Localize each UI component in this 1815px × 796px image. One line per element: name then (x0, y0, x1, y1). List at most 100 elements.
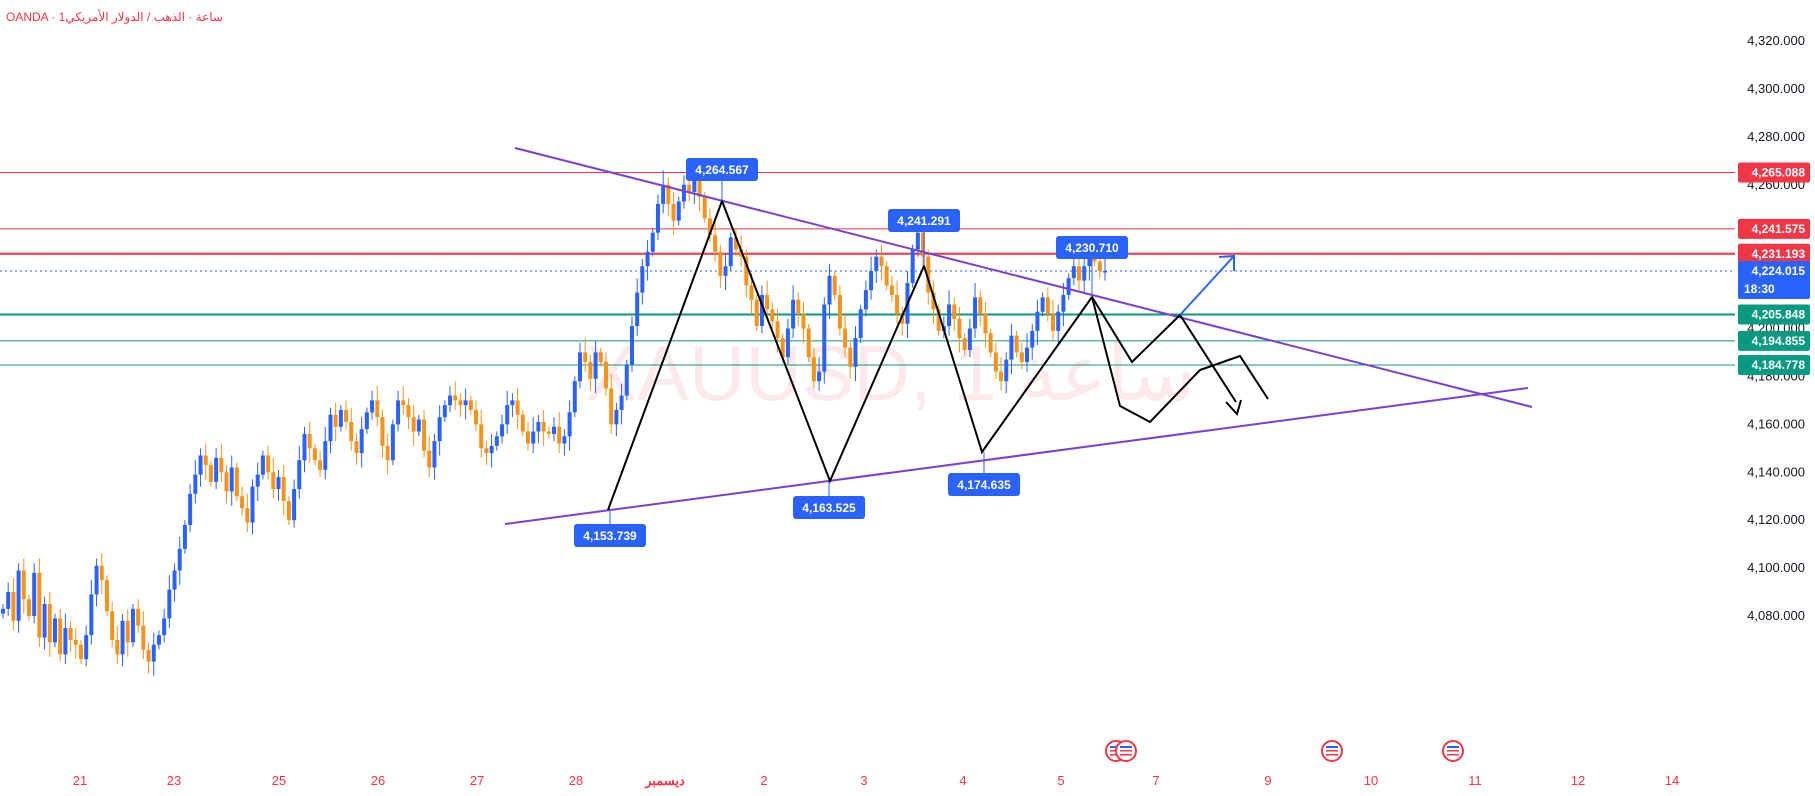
candle-body (749, 285, 754, 300)
candle-body (962, 338, 967, 351)
date-tick-label: 21 (73, 773, 87, 788)
candle-body (26, 599, 31, 616)
candle-body (234, 467, 239, 497)
candle-body (338, 409, 343, 427)
candle (645, 239, 650, 281)
candle-body (318, 460, 323, 470)
pivot-label-text: 4,153.739 (583, 529, 637, 543)
price-tick-label: 4,160.000 (1747, 416, 1805, 431)
candle (598, 347, 603, 367)
candle-body (614, 409, 619, 425)
candle-body (863, 290, 868, 310)
candle (879, 244, 884, 281)
candle-body (853, 338, 858, 367)
candle-body (1051, 314, 1056, 331)
candle (744, 249, 749, 298)
candle (427, 436, 432, 478)
candle (130, 604, 135, 648)
candle (240, 486, 245, 516)
candle (333, 402, 338, 442)
candle (78, 639, 83, 664)
event-markers[interactable] (1105, 740, 1464, 762)
candle (811, 347, 816, 389)
candle-body (302, 433, 307, 461)
candle (63, 613, 68, 664)
us-flag-icon (1321, 740, 1343, 762)
candle-body (728, 237, 733, 267)
candle (588, 354, 593, 391)
level-price-tag (1738, 330, 1810, 351)
candle-body (822, 304, 827, 372)
us-flag-icon (1442, 740, 1464, 762)
pivot-label: 4,163.525 (793, 481, 865, 519)
pivot-label-box (888, 209, 960, 232)
candle (479, 409, 484, 458)
candle-body (791, 299, 796, 329)
candle-body (276, 477, 281, 490)
candle (1030, 323, 1035, 360)
candle-body (47, 604, 52, 643)
candle-body (130, 608, 135, 643)
candle-body (354, 441, 359, 454)
candle (791, 285, 796, 339)
candle-body (910, 249, 915, 283)
candle (411, 405, 416, 446)
candle-body (266, 455, 271, 473)
candle-body (385, 445, 390, 461)
candle-body (650, 232, 655, 252)
candle-body (42, 604, 47, 638)
candle-body (671, 203, 676, 221)
candle (577, 342, 582, 389)
candle-body (1077, 266, 1082, 281)
candle (629, 316, 634, 372)
candle-body (900, 314, 905, 324)
candle (609, 374, 614, 434)
candle (260, 450, 265, 480)
candle-body (952, 304, 957, 319)
candle-body (1009, 335, 1014, 360)
candle (832, 271, 837, 300)
candle (463, 388, 468, 420)
candle-body (1082, 266, 1087, 281)
pivot-labels: 4,264.567 4,241.291 4,230.710 4,153.739 4,16… (574, 158, 1128, 547)
candle (650, 227, 655, 257)
candle (785, 318, 790, 365)
candle (214, 448, 219, 490)
candle-body (250, 486, 255, 523)
time-axis[interactable]: 21 23 25 26 27 28 ديسمبر 2 3 4 5 7 9 10 11 12 14 (73, 773, 1679, 789)
candle-body (702, 196, 707, 219)
candle (234, 462, 239, 501)
candle-body (442, 405, 447, 418)
candle-body (895, 294, 900, 315)
candle (1, 604, 5, 619)
candle-body (58, 618, 63, 655)
us-flag-icon (1326, 750, 1338, 752)
candle (328, 407, 333, 454)
candle (552, 417, 556, 442)
candle-body (765, 294, 770, 310)
pivot-label-box (574, 524, 646, 547)
bar-countdown: 18:30 (1744, 282, 1775, 296)
date-tick-label: 2 (760, 773, 767, 788)
candle-body (520, 414, 525, 432)
candle-body (1030, 330, 1035, 348)
candle (1004, 352, 1009, 394)
date-tick-label: 14 (1665, 773, 1679, 788)
candle-body (681, 184, 686, 202)
candle-body (411, 417, 416, 432)
candle-body (967, 328, 972, 351)
candle (307, 421, 312, 463)
candle (962, 333, 967, 355)
candle-body (364, 412, 369, 430)
candle (910, 244, 915, 288)
date-tick-label: 7 (1152, 773, 1159, 788)
candle-body (697, 175, 702, 197)
level-price-label: 4,184.778 (1752, 358, 1806, 372)
candle (323, 426, 328, 480)
candle-body (593, 352, 598, 379)
candle (1051, 299, 1056, 341)
pivot-label-text: 4,174.635 (957, 478, 1011, 492)
descending-trendline (514, 147, 1533, 408)
price-axis[interactable]: 4,080.000 4,100.000 4,120.000 4,140.000 4,16… (1738, 33, 1810, 623)
